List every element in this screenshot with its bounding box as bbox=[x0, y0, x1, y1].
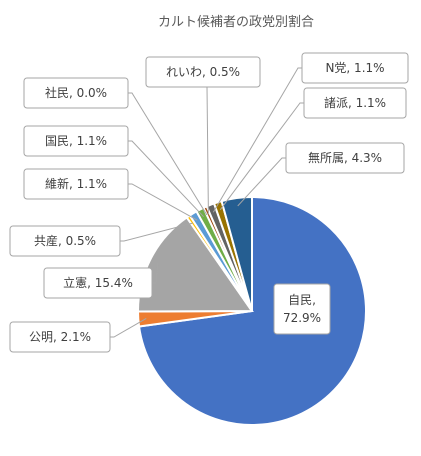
data-label-box-9 bbox=[301, 52, 409, 84]
data-label-11: 無所属, 4.3% bbox=[308, 150, 382, 165]
data-label-10: 諸派, 1.1% bbox=[324, 95, 386, 110]
data-label-1-line-1: 自民, bbox=[288, 293, 316, 307]
data-label-box-8 bbox=[145, 56, 261, 88]
leader-lines bbox=[110, 67, 304, 338]
chart-title: カルト候補者の政党別割合 bbox=[158, 14, 314, 30]
leader-line-4 bbox=[120, 222, 193, 242]
leader-line-10 bbox=[219, 102, 304, 211]
data-label-8: れいわ, 0.5% bbox=[166, 65, 240, 79]
data-label-7: 社民, 0.0% bbox=[45, 85, 107, 100]
data-label-box-2 bbox=[9, 321, 111, 353]
data-label-2: 公明, 2.1% bbox=[29, 330, 91, 344]
data-label-box-11 bbox=[285, 142, 405, 174]
pie-slices bbox=[136, 195, 367, 426]
leader-line-8 bbox=[203, 86, 209, 215]
data-label-9: N党, 1.1% bbox=[325, 60, 384, 75]
data-label-box-6 bbox=[23, 125, 129, 157]
leader-line-5 bbox=[128, 183, 198, 221]
leader-line-2 bbox=[110, 318, 147, 338]
data-label-5: 維新, 1.1% bbox=[45, 176, 107, 191]
leader-line-6 bbox=[128, 140, 204, 218]
leader-line-7 bbox=[128, 92, 208, 216]
data-label-box-5 bbox=[23, 168, 129, 200]
leader-line-3 bbox=[152, 262, 159, 284]
data-labels: 自民, 72.9% 公明, 2.1% 立憲, 15.4% 共産, 0.5% 維新, 1.1… bbox=[9, 52, 409, 353]
data-label-3: 立憲, 15.4% bbox=[63, 275, 133, 290]
data-label-box-7 bbox=[23, 77, 129, 109]
data-label-box-4 bbox=[9, 225, 121, 257]
pie-slice-3 bbox=[137, 216, 254, 313]
data-label-box-1 bbox=[273, 283, 331, 335]
data-label-box-10 bbox=[303, 87, 407, 119]
pie-slice-11 bbox=[220, 195, 253, 312]
data-label-6: 国民, 1.1% bbox=[45, 134, 107, 148]
leader-line-11 bbox=[237, 157, 286, 207]
data-label-4: 共産, 0.5% bbox=[34, 233, 96, 248]
data-label-box-3 bbox=[43, 267, 153, 299]
data-label-1-line-2: 72.9% bbox=[283, 311, 321, 325]
leader-line-9 bbox=[212, 67, 302, 213]
